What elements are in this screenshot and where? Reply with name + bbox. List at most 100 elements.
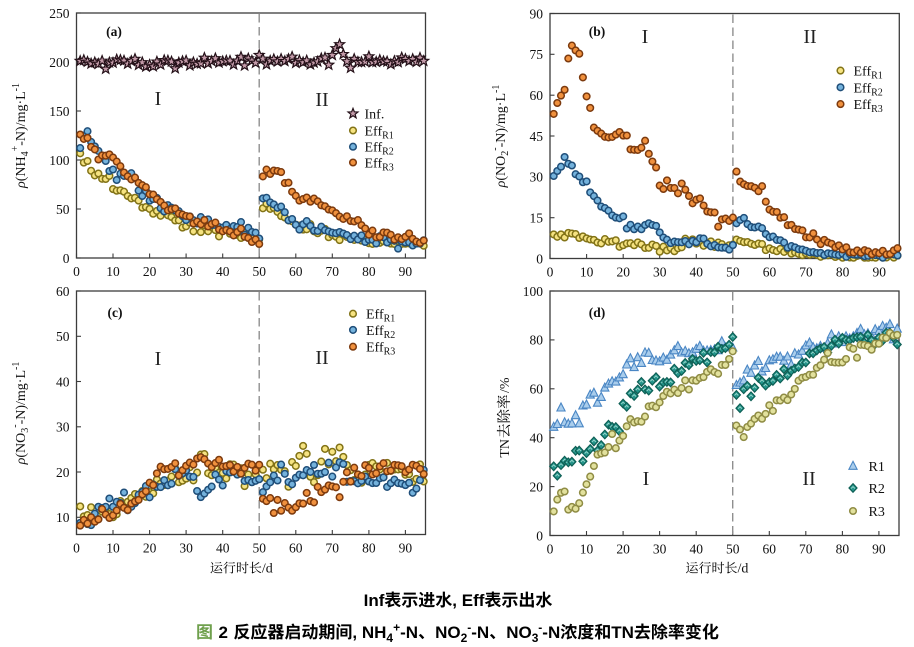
- svg-text:80: 80: [836, 265, 850, 280]
- svg-text:(b): (b): [589, 24, 606, 39]
- svg-text:90: 90: [872, 265, 886, 280]
- svg-text:4: 4: [386, 631, 393, 645]
- svg-text:40: 40: [690, 265, 704, 280]
- svg-text:60: 60: [763, 265, 777, 280]
- svg-text:20: 20: [616, 265, 630, 280]
- svg-text:ρ(NO2--N)/mg·L-1: ρ(NO2--N)/mg·L-1: [490, 85, 511, 189]
- svg-text:100: 100: [523, 284, 544, 299]
- svg-text:30: 30: [530, 170, 544, 185]
- svg-text:80: 80: [836, 542, 850, 557]
- svg-text:R3: R3: [869, 505, 885, 520]
- svg-text:/%: /%: [498, 377, 513, 393]
- svg-text:45: 45: [530, 129, 544, 144]
- svg-text:Inf.: Inf.: [365, 108, 385, 123]
- svg-text:90: 90: [399, 264, 413, 279]
- svg-text:10: 10: [56, 510, 70, 525]
- svg-text:-N: -N: [400, 623, 418, 642]
- svg-text:40: 40: [530, 431, 544, 446]
- svg-text:80: 80: [362, 264, 376, 279]
- svg-text:90: 90: [530, 6, 544, 21]
- svg-text:,: ,: [452, 591, 457, 610]
- svg-text:250: 250: [49, 6, 70, 21]
- svg-text:60: 60: [763, 542, 777, 557]
- svg-text:10: 10: [106, 541, 120, 556]
- svg-text:0: 0: [547, 265, 554, 280]
- svg-text:60: 60: [530, 382, 544, 397]
- svg-text:200: 200: [49, 55, 70, 70]
- svg-text:60: 60: [56, 284, 70, 299]
- svg-text:70: 70: [326, 264, 340, 279]
- svg-text:-: -: [467, 621, 471, 635]
- svg-text:NH: NH: [362, 623, 387, 642]
- svg-text:(d): (d): [589, 305, 606, 320]
- svg-text:20: 20: [616, 542, 630, 557]
- svg-text:II: II: [315, 89, 328, 111]
- svg-text:90: 90: [872, 542, 886, 557]
- svg-text:Inf: Inf: [364, 591, 385, 610]
- svg-text:II: II: [803, 26, 816, 48]
- svg-text:40: 40: [56, 374, 70, 389]
- svg-text:I: I: [643, 468, 650, 490]
- svg-text:50: 50: [56, 329, 70, 344]
- svg-text:,: ,: [352, 623, 357, 642]
- svg-text:70: 70: [799, 542, 813, 557]
- svg-text:20: 20: [56, 465, 70, 480]
- svg-text:R1: R1: [869, 460, 885, 475]
- svg-text:TN: TN: [611, 623, 634, 642]
- svg-text:60: 60: [289, 264, 303, 279]
- svg-text:60: 60: [289, 541, 303, 556]
- svg-text:-: -: [538, 621, 542, 635]
- svg-text:R2: R2: [869, 482, 885, 497]
- svg-text:0: 0: [536, 251, 543, 266]
- svg-text:30: 30: [179, 264, 193, 279]
- svg-text:15: 15: [530, 211, 544, 226]
- svg-text:30: 30: [179, 541, 193, 556]
- svg-text:I: I: [155, 88, 162, 110]
- svg-text:70: 70: [799, 265, 813, 280]
- svg-text:ρ(NO3--N)/mg·L-1: ρ(NO3--N)/mg·L-1: [10, 362, 31, 466]
- svg-text:100: 100: [49, 153, 70, 168]
- svg-text:60: 60: [530, 88, 544, 103]
- svg-text:/d: /d: [262, 562, 273, 577]
- svg-text:Eff: Eff: [462, 591, 485, 610]
- svg-text:50: 50: [726, 542, 740, 557]
- svg-text:10: 10: [580, 542, 594, 557]
- svg-text:30: 30: [56, 420, 70, 435]
- svg-text:50: 50: [726, 265, 740, 280]
- svg-text:70: 70: [326, 541, 340, 556]
- svg-text:II: II: [315, 347, 328, 369]
- svg-text:0: 0: [73, 541, 80, 556]
- svg-text:2: 2: [219, 623, 228, 642]
- svg-text:20: 20: [143, 541, 157, 556]
- svg-text:0: 0: [73, 264, 80, 279]
- svg-text:2: 2: [461, 631, 468, 645]
- svg-text:50: 50: [252, 541, 266, 556]
- svg-text:90: 90: [399, 541, 413, 556]
- svg-text:80: 80: [362, 541, 376, 556]
- svg-text:/d: /d: [738, 562, 749, 577]
- svg-text:40: 40: [216, 264, 230, 279]
- svg-text:NO: NO: [506, 623, 532, 642]
- svg-text:0: 0: [63, 251, 70, 266]
- svg-text:NO: NO: [435, 623, 461, 642]
- svg-text:10: 10: [106, 264, 120, 279]
- svg-text:50: 50: [56, 202, 70, 217]
- svg-text:ρ(NH4+-N)/mg·L-1: ρ(NH4+-N)/mg·L-1: [10, 83, 31, 189]
- svg-text:+: +: [393, 621, 400, 635]
- svg-text:10: 10: [580, 265, 594, 280]
- svg-text:(a): (a): [106, 24, 122, 39]
- svg-text:75: 75: [530, 47, 544, 62]
- svg-text:20: 20: [143, 264, 157, 279]
- svg-text:II: II: [802, 468, 815, 490]
- svg-text:0: 0: [536, 528, 543, 543]
- svg-text:-N: -N: [542, 623, 560, 642]
- svg-text:TN: TN: [498, 439, 513, 458]
- svg-text:I: I: [155, 348, 162, 370]
- svg-text:3: 3: [532, 631, 539, 645]
- svg-text:0: 0: [547, 542, 554, 557]
- svg-text:80: 80: [530, 333, 544, 348]
- svg-text:-N: -N: [471, 623, 489, 642]
- svg-text:50: 50: [252, 264, 266, 279]
- svg-text:(c): (c): [108, 305, 123, 320]
- svg-text:40: 40: [216, 541, 230, 556]
